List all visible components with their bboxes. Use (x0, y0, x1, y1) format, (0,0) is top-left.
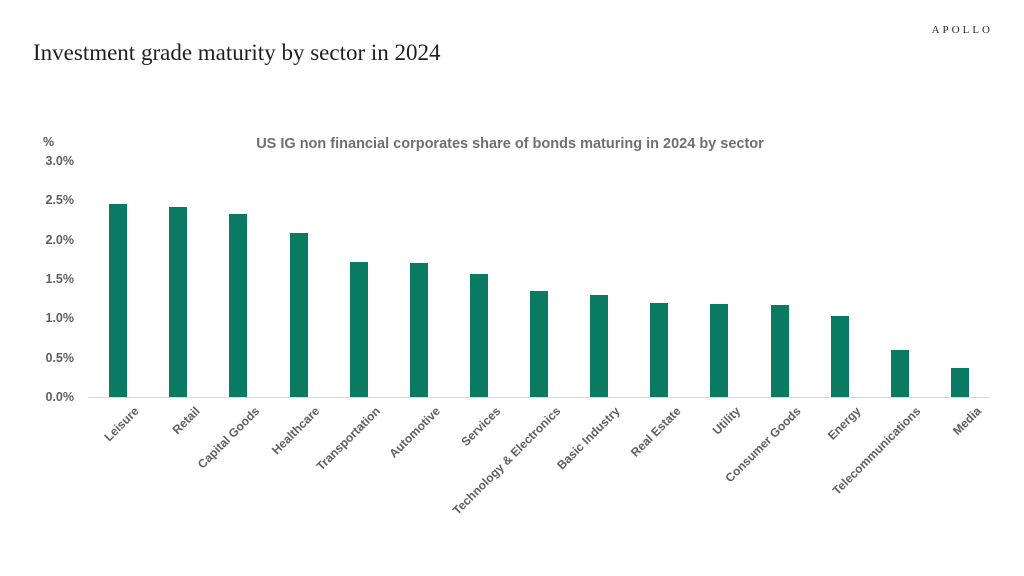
x-axis-label-real-estate: Real Estate (627, 404, 684, 460)
bar-telecommunications (890, 349, 909, 397)
y-axis-unit-label: % (43, 135, 55, 149)
x-axis-label-leisure: Leisure (101, 404, 143, 445)
bar-real-estate (650, 302, 669, 397)
bar-services (469, 273, 488, 397)
bar-healthcare (289, 232, 308, 397)
brand-logo: APOLLO (931, 24, 993, 36)
x-axis-label-capital-goods: Capital Goods (194, 404, 263, 472)
page-title: Investment grade maturity by sector in 2… (33, 40, 441, 65)
x-axis-label-utility: Utility (709, 404, 744, 438)
x-axis-label-healthcare: Healthcare (269, 404, 323, 458)
y-axis-tick-label: 0.5% (45, 350, 75, 365)
bar-consumer-goods (770, 305, 789, 397)
bar-basic-industry (590, 294, 609, 397)
chart-title: US IG non financial corporates share of … (256, 136, 764, 152)
x-axis-label-media: Media (949, 404, 984, 438)
x-axis-label-transportation: Transportation (313, 404, 383, 474)
bar-automotive (409, 263, 428, 397)
bar-energy (830, 316, 849, 397)
x-axis-label-basic-industry: Basic Industry (554, 404, 624, 473)
y-axis-tick-label: 2.5% (45, 193, 75, 208)
bar-technology-electronics (530, 290, 548, 397)
x-axis-label-automotive: Automotive (386, 404, 443, 461)
x-axis-label-technology-electronics: Technology & Electronics (449, 404, 563, 518)
bar-media (950, 367, 969, 397)
bar-transportation (349, 261, 368, 397)
y-axis-tick-label: 1.0% (45, 311, 75, 326)
plot-area (88, 161, 990, 398)
bar-capital-goods (229, 213, 248, 397)
y-axis-tick-label: 1.5% (45, 272, 75, 286)
x-axis-label-retail: Retail (169, 404, 203, 438)
y-axis-tick-label: 2.0% (45, 232, 75, 247)
bar-leisure (109, 204, 128, 397)
x-axis-label-services: Services (457, 404, 503, 449)
bar-utility (710, 304, 729, 397)
bar-retail (169, 206, 188, 397)
y-axis-tick-label: 3.0% (45, 154, 75, 168)
x-axis-label-energy: Energy (824, 404, 864, 443)
y-axis-tick-label: 0.0% (45, 390, 75, 404)
